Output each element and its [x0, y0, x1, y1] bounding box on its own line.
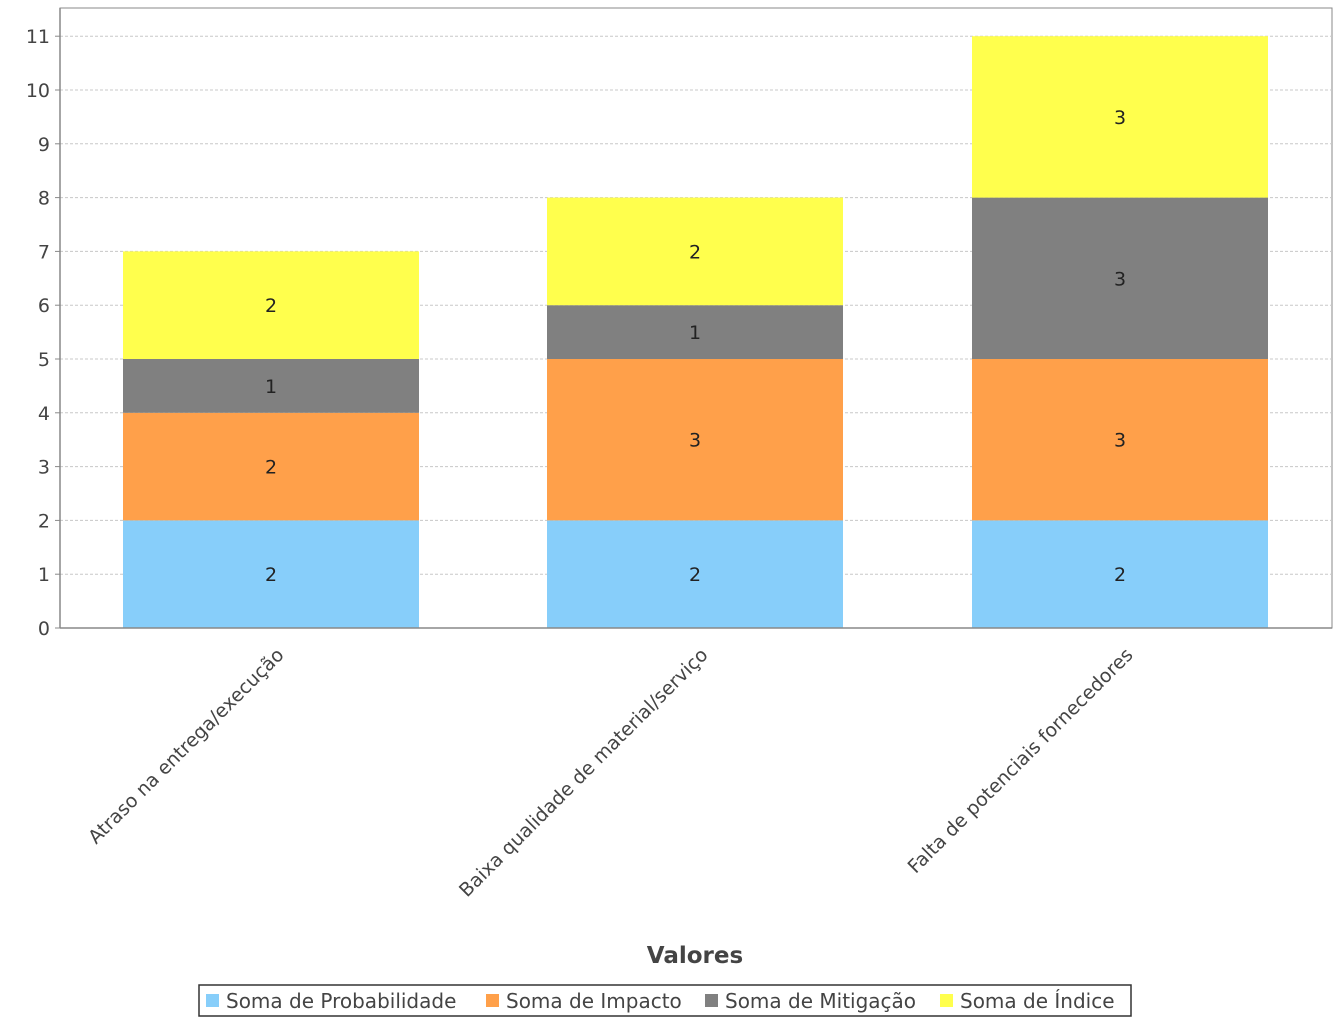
bar-segment — [547, 520, 843, 628]
data-label: 3 — [1114, 107, 1126, 129]
data-label: 2 — [689, 564, 701, 586]
y-tick-label: 11 — [26, 26, 50, 48]
bar-segment — [547, 197, 843, 306]
bar-segment — [547, 305, 843, 359]
legend-box — [198, 984, 1132, 1017]
y-tick-label: 1 — [38, 564, 50, 586]
y-tick-label: 7 — [38, 241, 50, 263]
bar-segment — [972, 36, 1268, 198]
legend-swatch — [486, 994, 499, 1007]
data-labels: 2 2 1 2 2 3 1 2 2 3 3 3 — [265, 107, 1126, 586]
data-label: 2 — [265, 457, 277, 479]
legend-swatch — [705, 994, 718, 1007]
legend: Soma de Probabilidade Soma de Impacto Soma… — [198, 984, 1132, 1017]
bar-segment — [123, 359, 419, 413]
data-label: 3 — [1114, 430, 1126, 452]
bar-segment — [123, 412, 419, 521]
y-tick-label: 9 — [38, 134, 50, 156]
bars — [123, 36, 1268, 628]
y-tick-label: 0 — [38, 618, 50, 640]
y-tick-label: 8 — [38, 188, 50, 210]
data-label: 1 — [265, 376, 277, 398]
data-label: 2 — [265, 295, 277, 317]
x-tick-label: Baixa qualidade de material/serviço — [455, 644, 713, 902]
y-tick-label: 3 — [38, 457, 50, 479]
data-label: 3 — [1114, 268, 1126, 290]
x-tick-label: Atraso na entrega/execução — [84, 644, 288, 848]
data-label: 3 — [689, 430, 701, 452]
legend-label: Soma de Impacto — [506, 989, 682, 1013]
y-tick-label: 6 — [38, 295, 50, 317]
y-tick-label: 10 — [26, 80, 50, 102]
y-tick-label: 2 — [38, 510, 50, 532]
data-label: 2 — [265, 564, 277, 586]
bar-segment — [123, 251, 419, 359]
legend-label: Soma de Índice — [960, 989, 1115, 1013]
bar-segment — [972, 359, 1268, 521]
y-tick-label: 4 — [38, 403, 50, 425]
x-tick-label: Falta de potenciais fornecedores — [904, 644, 1138, 878]
data-label: 2 — [1114, 564, 1126, 586]
legend-swatch — [940, 994, 953, 1007]
bar-segment — [123, 520, 419, 628]
bar-segment — [547, 359, 843, 521]
data-label: 2 — [689, 241, 701, 263]
bar-segment — [972, 197, 1268, 359]
legend-swatch — [206, 994, 219, 1007]
y-tick-label: 5 — [38, 349, 50, 371]
legend-label: Soma de Mitigação — [725, 989, 916, 1013]
bar-segment — [972, 520, 1268, 628]
data-label: 1 — [689, 322, 701, 344]
x-axis-title: Valores — [647, 943, 743, 969]
legend-label: Soma de Probabilidade — [226, 989, 456, 1013]
